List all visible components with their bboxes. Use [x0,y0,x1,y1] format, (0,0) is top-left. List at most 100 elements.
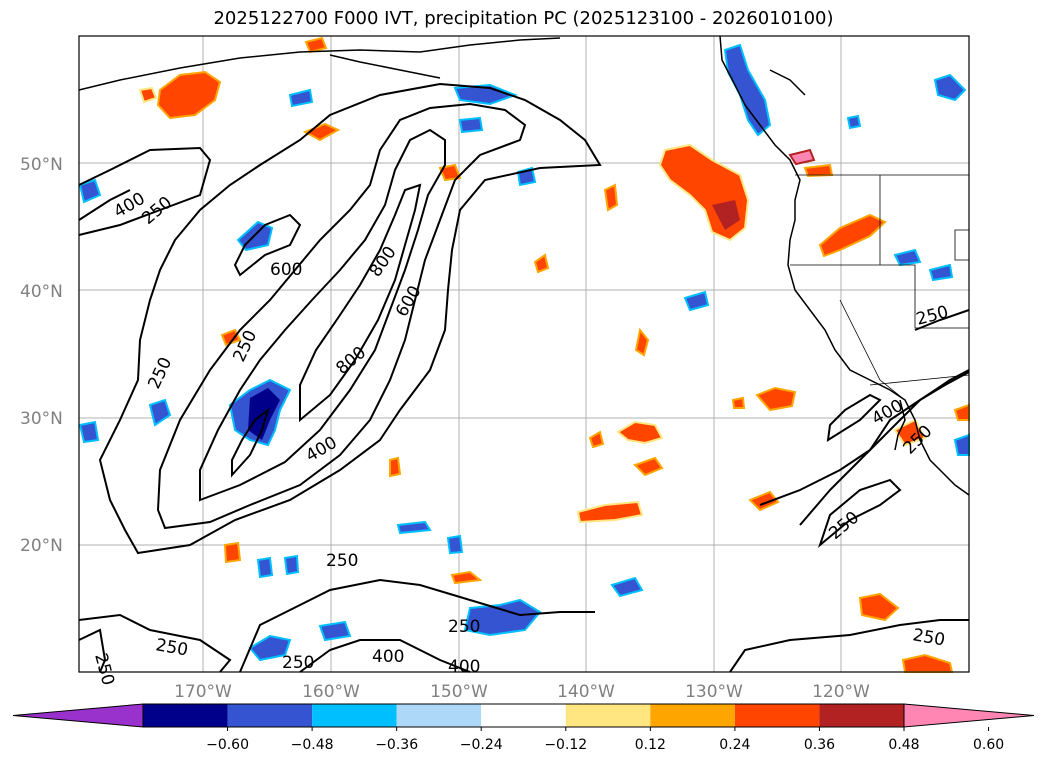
lat-label: 50°N [20,155,63,175]
coastline-alaska [329,54,441,79]
precip-blob [156,70,222,120]
precip-blob [846,114,862,130]
precip-blob [389,456,402,478]
contour-400 [156,102,527,530]
lat-label: 40°N [20,282,63,302]
border-states [790,264,969,329]
contour-250-east2 [759,371,970,506]
contour-250-east3 [817,478,902,549]
precip-blob [633,456,664,477]
colorbar-tick-label: 0.48 [888,737,919,753]
precip-blob [304,36,328,54]
coastline-islands [769,69,806,96]
precip-blob [318,620,352,642]
precip-blob [533,253,550,274]
contour-label: 250 [448,617,480,637]
map-panel: 400 250 600 800 600 250 250 800 400 250 … [78,35,970,688]
contour-400-west [78,189,131,221]
lon-label: 170°W [174,682,232,702]
coastlines [78,35,970,496]
precip-blob [928,263,954,282]
contour-250-south [78,613,232,673]
colorbar-tick-label: 0.60 [973,737,1004,753]
colorbar-segment [227,704,313,727]
precip-blob [616,420,664,445]
precip-blob [458,116,484,134]
contour-800 [299,183,422,423]
lon-label: 140°W [557,682,615,702]
colorbar: −0.60 −0.48 −0.36 −0.24 −0.12 0.12 0.24 0.36 0.4… [12,703,1035,753]
contour-inner [231,407,270,478]
map-frame [78,35,970,673]
precip-blob [463,598,542,637]
colorbar-tick-label: −0.24 [460,737,503,753]
precip-blob [283,554,300,576]
precip-blob [576,500,644,524]
precip-blob [78,420,100,444]
precip-blob [731,396,746,409]
colorbar-tick-label: 0.12 [635,737,666,753]
precip-blob [788,148,816,166]
precip-blob [858,592,900,622]
colorbar-segment [143,704,228,727]
contour-label: 400 [448,657,480,677]
colorbar-extend-max [903,703,1035,728]
lon-label: 150°W [430,682,488,702]
precip-blob [588,430,605,449]
contour-600-west [233,213,302,277]
precip-blob [933,73,967,102]
colorbar-tick-label: −0.36 [375,737,418,753]
contour-label: 250 [282,653,314,673]
colorbar-tick-label: 0.36 [804,737,835,753]
precip-blob [453,83,518,106]
colorbar-segment [650,704,735,727]
map-background [79,36,969,672]
lon-label: 120°W [812,682,870,702]
precip-blob [220,328,242,347]
lon-label: 160°W [302,682,360,702]
precip-blob [288,88,314,108]
contour-250 [98,82,602,555]
colorbar-segment [396,704,482,727]
precip-blob [634,327,650,357]
colorbar-segment [819,704,904,727]
contour-label: 400 [372,647,404,667]
coastline-aleutian [78,37,561,91]
precip-blob [248,634,292,662]
precip-blob [603,183,619,212]
coastline-na [719,35,970,496]
colorbar-segment [565,704,651,727]
contour-250-ne [914,309,970,331]
precip-blob [610,576,644,598]
precip-blob [818,213,887,258]
contour-400-south [299,639,471,673]
contour-label: 600 [270,260,302,280]
contour-250-se [729,619,969,673]
contour-label: 250 [326,551,358,571]
precip-positive-areas [138,36,970,673]
colorbar-extend-min [12,703,144,728]
precip-blob [712,200,740,230]
colorbar-frame [142,703,905,728]
precip-blob [396,520,432,535]
border-mexico [869,374,970,386]
contour-250-sw [78,628,107,673]
colorbar-tick-label: −0.60 [206,737,249,753]
chart-title: 2025122700 F000 IVT, precipitation PC (2… [213,8,834,29]
precip-blob [446,534,464,555]
colorbar-segment [481,704,566,727]
colorbar-segment [734,704,820,727]
contour-250-east [799,369,970,526]
lat-label: 30°N [20,409,63,429]
precip-blob [893,248,922,267]
colorbar-segment [312,704,397,727]
precip-blob [901,653,954,673]
precip-blob [223,541,242,564]
ivt-contours [78,82,970,673]
precip-blob [755,386,797,412]
precip-blob [148,398,172,427]
precip-blob [138,86,158,104]
colorbar-tick-label: 0.24 [719,737,750,753]
precip-blob [78,178,102,204]
